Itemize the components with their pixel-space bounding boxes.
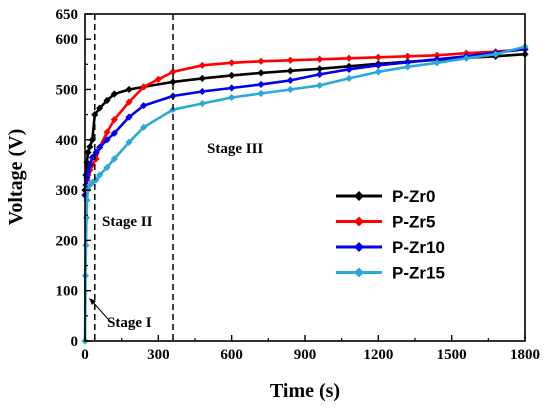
annotations: Stage I Stage II Stage III	[89, 141, 263, 331]
data-point	[169, 78, 177, 86]
legend-marker	[354, 216, 364, 227]
x-tick-label: 1500	[437, 347, 467, 363]
data-point	[96, 104, 104, 112]
data-point	[404, 58, 412, 66]
data-point	[404, 52, 412, 60]
data-point	[84, 148, 92, 156]
data-point	[125, 85, 133, 94]
stage-dividers	[94, 14, 174, 341]
data-point	[125, 113, 133, 121]
legend-label: P-Zr0	[392, 187, 435, 206]
x-tick-label: 900	[294, 347, 317, 363]
data-point	[110, 155, 118, 163]
data-point	[316, 55, 324, 63]
data-point	[257, 57, 265, 65]
legend-marker	[354, 191, 364, 201]
data-point	[228, 84, 236, 92]
data-point	[257, 80, 265, 89]
data-point	[198, 61, 206, 69]
data-point	[140, 101, 148, 110]
data-point	[84, 168, 92, 177]
data-point	[404, 63, 412, 71]
data-point	[125, 138, 133, 146]
legend-label: P-Zr5	[392, 213, 435, 232]
data-point	[286, 67, 294, 75]
data-point	[433, 59, 441, 67]
data-point	[140, 83, 148, 91]
data-point	[110, 90, 118, 98]
data-point	[228, 71, 236, 79]
y-tick-label: 600	[56, 32, 79, 48]
data-point	[198, 99, 206, 108]
x-tick-label: 0	[81, 347, 89, 363]
data-point	[286, 56, 294, 64]
x-tick-label: 300	[147, 347, 170, 363]
y-tick-label: 500	[56, 82, 79, 98]
data-point	[140, 123, 148, 131]
stage-ii-label: Stage II	[102, 214, 153, 230]
data-point	[228, 59, 236, 67]
data-point	[462, 54, 470, 62]
data-point	[286, 76, 294, 85]
data-point	[103, 163, 111, 172]
data-point	[198, 74, 206, 82]
data-point	[86, 161, 94, 169]
data-point	[198, 87, 206, 96]
stage-i-label: Stage I	[107, 315, 152, 331]
data-point	[492, 50, 500, 58]
y-tick-label: 400	[56, 133, 79, 149]
stage-i-arrow-head	[89, 298, 96, 305]
data-point	[110, 129, 118, 137]
y-tick-label: 0	[71, 334, 79, 350]
data-point	[169, 68, 177, 76]
data-point	[286, 85, 294, 94]
data-point	[96, 143, 104, 151]
data-point	[228, 93, 236, 102]
legend-marker	[354, 242, 364, 252]
legend-marker	[354, 267, 364, 278]
x-axis: 0 300 600 900 1200 1500 1800	[81, 335, 540, 363]
data-point	[374, 68, 382, 76]
data-point	[96, 171, 104, 179]
legend-label: P-Zr10	[392, 238, 445, 257]
plot-frame	[84, 13, 526, 342]
data-point	[82, 241, 90, 250]
y-axis: 0 100 200 300 400 500 600 650	[56, 7, 91, 350]
data-point	[86, 143, 94, 151]
data-point	[316, 70, 324, 78]
data-point	[257, 69, 265, 77]
y-tick-label: 200	[56, 233, 79, 249]
data-point	[316, 81, 324, 90]
y-axis-title: Voltage (V)	[5, 129, 27, 225]
data-point	[154, 75, 162, 83]
data-point	[345, 54, 353, 62]
data-point	[103, 96, 111, 105]
data-point	[125, 98, 133, 106]
data-point	[257, 89, 265, 98]
stage-iii-label: Stage III	[207, 141, 263, 157]
data-point	[433, 51, 441, 59]
x-axis-title: Time (s)	[270, 380, 340, 402]
data-point	[345, 74, 353, 82]
data-point	[316, 65, 324, 73]
legend-label: P-Zr15	[392, 264, 445, 283]
series-line-p-zr15	[83, 45, 526, 342]
x-tick-label: 1200	[363, 347, 393, 363]
data-point	[374, 61, 382, 69]
y-tick-label: 100	[56, 284, 79, 300]
x-tick-label: 1800	[510, 347, 540, 363]
y-tick-label: 300	[56, 183, 79, 199]
data-point	[374, 53, 382, 61]
data-point	[110, 116, 118, 124]
data-point	[92, 155, 100, 163]
plot-series	[81, 43, 529, 345]
x-tick-label: 600	[220, 347, 243, 363]
legend: P-Zr0 P-Zr5 P-Zr10 P-Zr15	[336, 187, 445, 283]
y-tick-label: 650	[56, 7, 79, 23]
data-point	[345, 65, 353, 73]
data-point	[103, 136, 111, 144]
data-point	[103, 128, 111, 136]
